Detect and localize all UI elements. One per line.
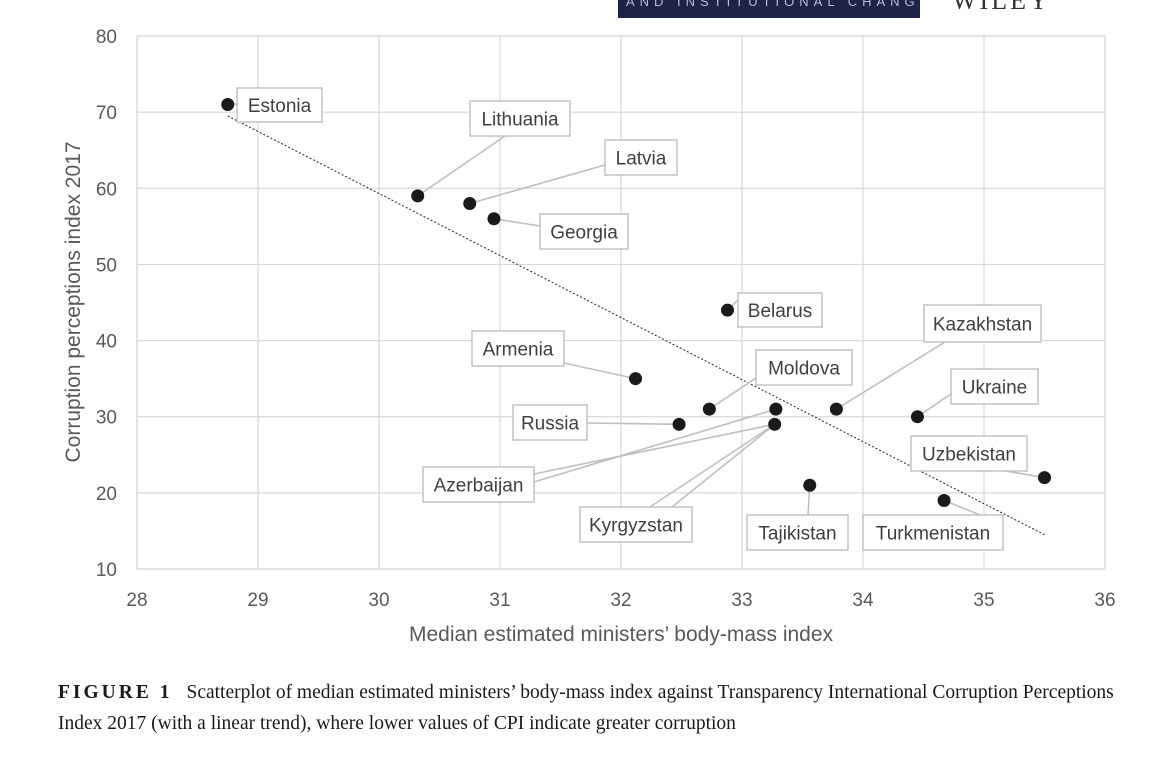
x-tick-label: 33 [731,590,752,611]
point-label: Uzbekistan [922,445,1016,466]
leader-line [671,423,776,508]
y-tick-label: 40 [96,332,117,353]
publisher-logo: WILEY [952,0,1051,15]
x-tick-label: 32 [610,590,631,611]
data-point [769,402,783,416]
point-label: Armenia [483,340,554,361]
y-axis-title: Corruption perceptions index 2017 [62,141,85,462]
linear-trend-line [227,115,1045,536]
figure-caption: FIGURE 1 Scatterplot of median estimated … [58,677,1118,739]
leader-line [708,377,757,410]
point-label: Kazakhstan [933,315,1032,336]
data-point [411,189,425,203]
data-point [629,372,643,386]
x-tick-label: 28 [126,590,147,611]
journal-header-bar: AND INSTITUTIONAL CHANGE [618,0,920,18]
point-label: Russia [521,414,580,435]
figure-label: FIGURE 1 [58,682,173,703]
y-tick-label: 10 [96,560,117,581]
data-point [768,417,782,431]
point-label: Ukraine [962,378,1027,399]
leader-line [649,423,776,508]
point-label-box [422,466,535,503]
data-point [1038,471,1051,485]
x-tick-label: 36 [1094,590,1115,611]
data-point [487,212,501,226]
point-label: Tajikistan [758,524,836,545]
data-point [463,197,477,211]
point-label: Latvia [616,149,667,170]
x-tick-label: 31 [489,590,510,611]
point-label-box [746,514,849,551]
point-labels: Estonia Lithuania Latvia Georgia Belarus Arme… [236,87,1042,551]
y-tick-label: 70 [96,103,117,124]
tick-labels: 28 29 30 31 32 33 34 35 36 10 20 30 40 50 60 70 80 [96,27,1116,611]
x-tick-label: 35 [973,590,994,611]
leader-line [469,164,606,205]
label-leader-lines [227,103,1045,516]
point-label: Turkmenistan [876,524,990,545]
point-label: Azerbaijan [434,476,524,497]
plot-frame [136,35,1106,570]
data-point [910,410,924,424]
point-label-box [579,506,693,543]
scatter-chart: 28 29 30 31 32 33 34 35 36 10 20 30 40 50 60 70 80 Eston… [62,27,1116,646]
data-point [221,98,235,112]
point-label-box [737,292,823,328]
point-label-box [910,435,1028,472]
x-tick-label: 30 [368,590,389,611]
data-point [720,303,734,317]
point-label: Moldova [768,359,840,380]
leader-line [917,393,952,418]
point-label: Lithuania [481,110,559,131]
point-label-box [236,87,323,123]
y-tick-label: 30 [96,408,117,429]
data-point [702,402,716,416]
point-label: Georgia [550,223,618,244]
leader-line [493,217,541,227]
point-label-box [471,330,565,367]
point-label-box [862,514,1004,551]
leader-line [533,423,775,475]
y-tick-label: 20 [96,484,117,505]
leader-line [533,408,777,483]
point-label: Belarus [748,301,812,322]
point-label-box [469,100,571,137]
leader-line [563,362,636,380]
data-point [937,493,951,507]
leader-line [417,135,506,197]
point-label-box [950,368,1039,405]
journal-title-fragment: AND INSTITUTIONAL CHANGE [626,0,920,9]
x-tick-label: 34 [852,590,874,611]
leader-line [586,422,680,426]
y-tick-label: 80 [96,27,117,48]
x-tick-label: 29 [247,590,268,611]
data-point [803,478,817,492]
point-label: Estonia [248,96,312,117]
data-point [829,402,843,416]
data-point [672,417,686,431]
data-points [221,98,1051,507]
x-axis-title: Median estimated ministers’ body-mass in… [409,623,834,646]
point-label: Kyrgyzstan [589,516,683,537]
point-label-box [539,213,629,250]
point-label-box [755,349,853,386]
y-tick-label: 50 [96,255,117,276]
point-label-box [604,139,678,176]
point-label-box [512,404,588,441]
point-label-box [923,304,1042,343]
y-tick-label: 60 [96,179,117,200]
caption-text: Scatterplot of median estimated minister… [58,682,1114,734]
leader-line [835,341,946,410]
